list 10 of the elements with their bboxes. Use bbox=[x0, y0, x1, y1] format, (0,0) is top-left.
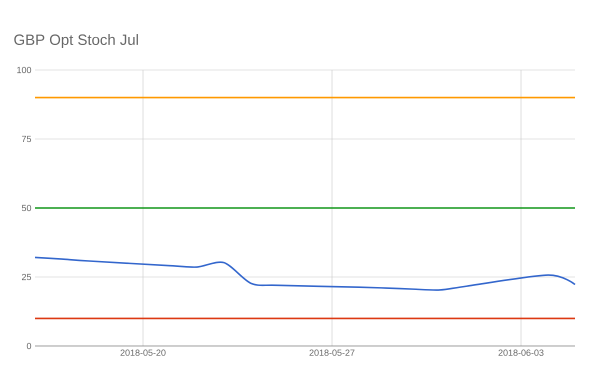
y-tick-label: 0 bbox=[26, 342, 32, 350]
x-tick-label: 2018-05-20 bbox=[120, 350, 166, 356]
line-series bbox=[34, 256, 576, 291]
y-tick-label: 75 bbox=[22, 136, 32, 142]
y-tick-label: 100 bbox=[17, 66, 32, 74]
x-tick-label: 2018-06-03 bbox=[498, 350, 544, 356]
y-tick-label: 50 bbox=[22, 204, 32, 212]
x-tick-label: 2018-05-27 bbox=[310, 350, 354, 356]
y-tick-label: 25 bbox=[22, 274, 32, 280]
chart-title: GBP Opt Stoch Jul bbox=[14, 34, 138, 48]
